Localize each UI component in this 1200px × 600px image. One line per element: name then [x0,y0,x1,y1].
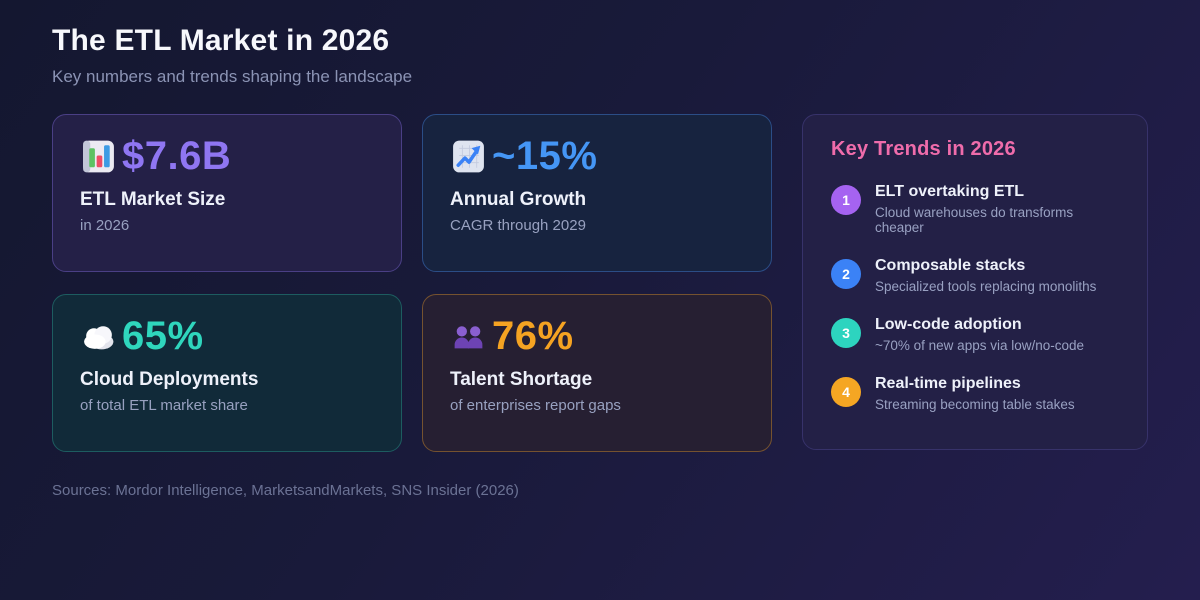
trend-title: ELT overtaking ETL [875,183,1025,200]
page-header: The ETL Market in 2026 Key numbers and t… [52,24,1148,87]
page-title: The ETL Market in 2026 [52,24,390,57]
stat-sublabel: of enterprises report gaps [450,397,621,414]
trend-item-realtime: 4 Real-time pipelines Streaming becoming… [831,375,1119,412]
stat-value: $7.6B [122,134,232,178]
stat-card-cloud-deployments: 65% Cloud Deployments of total ETL marke… [52,294,402,452]
trend-title: Real-time pipelines [875,375,1021,392]
trend-number-badge: 1 [831,185,861,215]
trend-text: Composable stacks Specialized tools repl… [875,257,1096,294]
stat-value-row: 65% [80,316,374,356]
stat-card-annual-growth: ~15% Annual Growth CAGR through 2029 [422,114,772,272]
trend-item-elt: 1 ELT overtaking ETL Cloud warehouses do… [831,183,1119,235]
cloud-icon [84,325,114,349]
trend-text: ELT overtaking ETL Cloud warehouses do t… [875,183,1119,235]
trend-description: ~70% of new apps via low/no-code [875,338,1085,353]
stat-sublabel: in 2026 [80,217,130,234]
key-trends-panel: Key Trends in 2026 1 ELT overtaking ETL … [802,114,1148,450]
trend-number-badge: 4 [831,377,861,407]
sources-text: Sources: Mordor Intelligence, Marketsand… [52,482,519,499]
stat-value-row: $7.6B [80,136,374,176]
stat-card-market-size: $7.6B ETL Market Size in 2026 [52,114,402,272]
trend-text: Real-time pipelines Streaming becoming t… [875,375,1075,412]
stat-value: 76% [492,314,574,358]
trend-text: Low-code adoption ~70% of new apps via l… [875,316,1084,353]
stat-sublabel: CAGR through 2029 [450,217,586,234]
page-footer: Sources: Mordor Intelligence, Marketsand… [52,482,1148,499]
page-subtitle: Key numbers and trends shaping the lands… [52,67,413,86]
chart-increasing-icon [453,140,484,172]
trend-description: Streaming becoming table stakes [875,397,1075,412]
trend-item-lowcode: 3 Low-code adoption ~70% of new apps via… [831,316,1119,353]
stat-label: Talent Shortage [450,369,593,390]
stat-card-talent-shortage: 76% Talent Shortage of enterprises repor… [422,294,772,452]
stat-label: Cloud Deployments [80,369,259,390]
trend-number-badge: 2 [831,259,861,289]
trend-number-badge: 3 [831,318,861,348]
trend-item-composable: 2 Composable stacks Specialized tools re… [831,257,1119,294]
bar-chart-icon [83,140,114,172]
stats-grid: $7.6B ETL Market Size in 2026 ~15% Annua… [52,114,772,452]
trend-description: Cloud warehouses do transforms cheaper [875,205,1074,235]
trend-description: Specialized tools replacing monoliths [875,279,1097,294]
trends-title: Key Trends in 2026 [831,138,1016,160]
people-icon [454,325,483,348]
trend-title: Low-code adoption [875,316,1022,333]
stat-value: 65% [122,314,204,358]
stat-value-row: ~15% [450,136,744,176]
stat-value: ~15% [492,134,598,178]
stat-label: ETL Market Size [80,189,226,210]
stat-label: Annual Growth [450,189,587,210]
main-content: $7.6B ETL Market Size in 2026 ~15% Annua… [52,114,1148,452]
stat-sublabel: of total ETL market share [80,397,248,414]
stat-value-row: 76% [450,316,744,356]
trend-title: Composable stacks [875,257,1026,274]
